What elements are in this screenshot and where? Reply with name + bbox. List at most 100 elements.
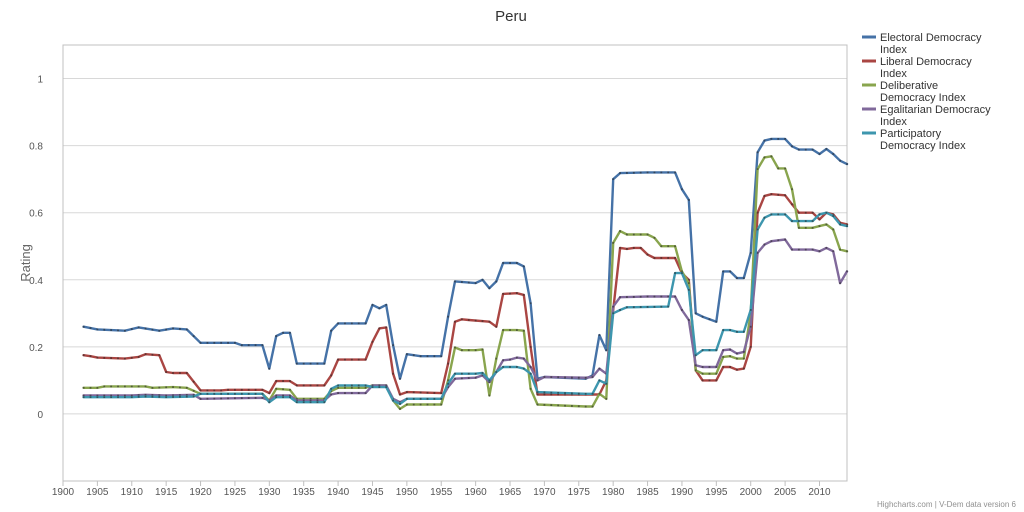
data-point[interactable] xyxy=(110,329,113,331)
data-point[interactable] xyxy=(261,388,264,391)
data-point[interactable] xyxy=(440,403,443,406)
data-point[interactable] xyxy=(742,357,745,360)
data-point[interactable] xyxy=(460,318,463,321)
data-point[interactable] xyxy=(509,329,511,331)
data-point[interactable] xyxy=(220,389,223,392)
data-point[interactable] xyxy=(357,322,360,325)
data-point[interactable] xyxy=(632,233,635,236)
data-point[interactable] xyxy=(729,355,731,358)
data-point[interactable] xyxy=(82,325,85,328)
data-point[interactable] xyxy=(818,213,821,216)
data-point[interactable] xyxy=(488,381,491,383)
data-point[interactable] xyxy=(777,239,780,242)
data-point[interactable] xyxy=(612,241,615,244)
data-point[interactable] xyxy=(701,349,704,352)
data-point[interactable] xyxy=(103,385,106,388)
data-point[interactable] xyxy=(557,376,560,379)
data-point[interactable] xyxy=(412,403,415,406)
data-point[interactable] xyxy=(419,355,422,358)
data-point[interactable] xyxy=(577,376,580,379)
data-point[interactable] xyxy=(784,238,787,241)
data-point[interactable] xyxy=(392,399,395,402)
data-point[interactable] xyxy=(832,215,835,217)
data-point[interactable] xyxy=(254,392,257,395)
data-point[interactable] xyxy=(749,325,752,328)
data-point[interactable] xyxy=(619,247,621,249)
data-point[interactable] xyxy=(612,312,615,315)
data-point[interactable] xyxy=(192,335,195,338)
data-point[interactable] xyxy=(185,328,188,331)
data-point[interactable] xyxy=(179,394,181,397)
data-point[interactable] xyxy=(117,385,119,388)
data-point[interactable] xyxy=(591,392,594,395)
data-point[interactable] xyxy=(344,358,346,361)
data-point[interactable] xyxy=(130,356,133,359)
data-point[interactable] xyxy=(825,247,828,249)
data-point[interactable] xyxy=(240,392,243,395)
data-point[interactable] xyxy=(467,372,470,375)
data-point[interactable] xyxy=(653,257,656,259)
data-point[interactable] xyxy=(240,397,243,400)
data-point[interactable] xyxy=(309,399,312,402)
data-point[interactable] xyxy=(89,386,92,389)
data-point[interactable] xyxy=(715,349,718,352)
data-point[interactable] xyxy=(289,394,291,397)
data-point[interactable] xyxy=(619,296,621,299)
data-point[interactable] xyxy=(674,295,676,298)
data-point[interactable] xyxy=(770,138,773,140)
data-point[interactable] xyxy=(653,236,656,239)
data-point[interactable] xyxy=(536,393,539,396)
data-point[interactable] xyxy=(488,287,491,290)
data-point[interactable] xyxy=(412,354,415,357)
data-point[interactable] xyxy=(763,195,766,197)
data-point[interactable] xyxy=(495,325,498,328)
data-point[interactable] xyxy=(791,203,793,206)
data-point[interactable] xyxy=(777,138,780,140)
data-point[interactable] xyxy=(302,399,305,402)
data-point[interactable] xyxy=(653,305,656,308)
data-point[interactable] xyxy=(763,216,766,219)
data-point[interactable] xyxy=(289,331,291,334)
data-point[interactable] xyxy=(687,278,690,281)
data-point[interactable] xyxy=(646,233,649,236)
data-point[interactable] xyxy=(522,357,525,360)
data-point[interactable] xyxy=(584,392,587,395)
data-point[interactable] xyxy=(185,372,188,374)
data-point[interactable] xyxy=(605,382,608,385)
data-point[interactable] xyxy=(804,226,807,229)
data-point[interactable] xyxy=(502,359,505,362)
data-point[interactable] xyxy=(96,356,99,359)
data-point[interactable] xyxy=(337,322,339,325)
data-point[interactable] xyxy=(777,193,780,196)
data-point[interactable] xyxy=(158,386,161,389)
data-point[interactable] xyxy=(151,394,154,396)
data-point[interactable] xyxy=(234,392,236,395)
data-point[interactable] xyxy=(110,385,113,388)
data-point[interactable] xyxy=(447,382,450,385)
data-point[interactable] xyxy=(220,341,223,344)
data-point[interactable] xyxy=(777,213,780,216)
data-point[interactable] xyxy=(818,250,821,253)
data-point[interactable] xyxy=(220,392,223,395)
data-point[interactable] xyxy=(268,392,271,395)
data-point[interactable] xyxy=(825,223,828,226)
data-point[interactable] xyxy=(832,213,835,216)
data-point[interactable] xyxy=(529,345,532,348)
data-point[interactable] xyxy=(275,380,278,382)
data-point[interactable] xyxy=(337,358,339,361)
data-point[interactable] xyxy=(564,376,566,379)
data-point[interactable] xyxy=(199,389,202,392)
data-point[interactable] xyxy=(632,171,635,174)
data-point[interactable] xyxy=(460,281,463,283)
data-point[interactable] xyxy=(571,376,573,379)
data-point[interactable] xyxy=(82,394,85,397)
data-point[interactable] xyxy=(605,349,608,352)
data-point[interactable] xyxy=(811,226,814,229)
data-point[interactable] xyxy=(405,397,408,400)
data-point[interactable] xyxy=(550,376,553,379)
data-point[interactable] xyxy=(729,366,731,368)
data-point[interactable] xyxy=(165,396,168,399)
data-point[interactable] xyxy=(701,372,704,375)
data-point[interactable] xyxy=(791,220,793,222)
